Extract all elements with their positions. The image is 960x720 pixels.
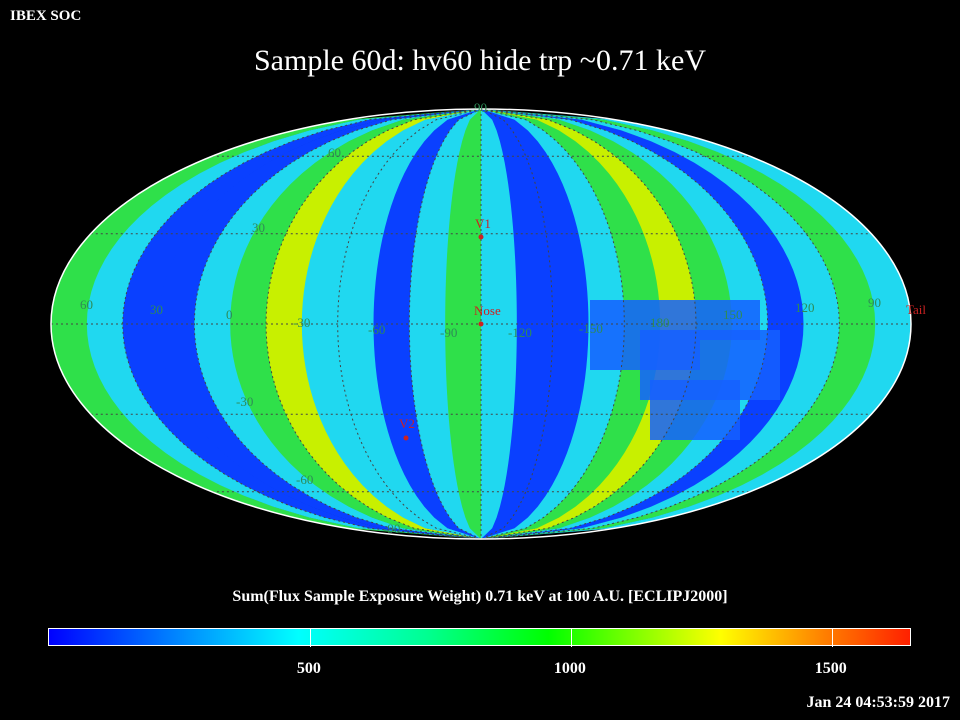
flux-band — [481, 109, 625, 539]
marker-dot — [478, 321, 484, 327]
meridian-label: -150 — [579, 321, 603, 336]
flux-band — [481, 109, 590, 539]
colorbar-title: Sum(Flux Sample Exposure Weight) 0.71 ke… — [232, 588, 728, 605]
meridian-label: 30 — [150, 302, 163, 317]
map-title: Sample 60d: hv60 hide trp ~0.71 keV — [253, 44, 706, 77]
flux-band — [301, 109, 482, 539]
map-outline — [50, 108, 912, 540]
colorbar-tick-label: 1000 — [553, 660, 586, 677]
meridian-label: 180 — [650, 315, 670, 330]
colorbar-tick-label: 500 — [296, 660, 321, 677]
meridian-label: -90 — [440, 325, 457, 340]
flux-band — [230, 109, 482, 539]
meridian-label: 60 — [80, 297, 93, 312]
flux-band — [266, 109, 482, 539]
meridian-label: 150 — [723, 307, 743, 322]
sky-map: 60 30 0 -30 -60 -90 -120 -150 180 150 120 90 90 60 30 -… — [50, 100, 926, 540]
colorbar-tick-label: 1500 — [814, 660, 847, 677]
marker-dot — [478, 234, 484, 240]
colorbar-tick — [309, 629, 311, 647]
parallel-label: -60 — [296, 472, 313, 487]
meridian-line — [193, 109, 482, 539]
graticule-labels: 60 30 0 -30 -60 -90 -120 -150 180 150 120 90 90 60 30 -… — [80, 100, 881, 536]
flux-block — [700, 300, 760, 340]
meridian-label: 90 — [868, 295, 881, 310]
flux-band — [373, 109, 482, 539]
flux-band — [337, 109, 482, 539]
parallel-label: -90 — [383, 521, 400, 536]
meridian-label: 120 — [795, 300, 815, 315]
marker-label-v2: V2 — [399, 416, 415, 431]
flux-band — [481, 109, 697, 539]
meridian-line — [265, 109, 482, 539]
marker-dot — [403, 435, 409, 441]
meridian-label: -120 — [508, 325, 532, 340]
flux-band — [481, 109, 661, 539]
graticule — [51, 109, 911, 539]
colorbar — [48, 628, 911, 647]
flux-band — [445, 109, 482, 539]
colorbar-tick — [831, 629, 833, 647]
meridian-line — [480, 109, 697, 539]
flux-block — [650, 380, 740, 440]
flux-band — [481, 109, 518, 539]
map-markers: V1 Nose Tail V2 — [399, 216, 926, 441]
meridian-label: 0 — [226, 307, 233, 322]
marker-label-nose: Nose — [474, 303, 501, 318]
meridian-label: -60 — [368, 322, 385, 337]
parallel-label: 60 — [328, 145, 341, 160]
parallel-label: 30 — [252, 220, 265, 235]
parallel-label: -30 — [236, 394, 253, 409]
timestamp: Jan 24 04:53:59 2017 — [806, 694, 950, 711]
marker-label-v1: V1 — [475, 216, 491, 231]
meridian-label: -30 — [293, 315, 310, 330]
org-label: IBEX SOC — [10, 8, 82, 24]
parallel-label: 90 — [474, 100, 487, 115]
marker-label-tail: Tail — [906, 302, 926, 317]
colorbar-tick — [570, 629, 572, 647]
